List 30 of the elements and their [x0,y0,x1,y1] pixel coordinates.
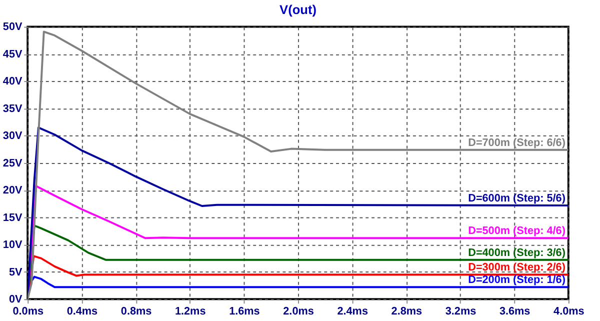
x-tick-label: 4.0ms [554,305,584,318]
y-tick-label: 10V [2,239,23,252]
y-tick-label: 50V [2,21,23,34]
series-label: D=700m (Step: 6/6) [468,136,566,149]
x-tick-label: 1.6ms [229,305,260,318]
x-tick-label: 2.8ms [391,305,422,318]
x-tick-label: 0.8ms [120,305,152,318]
series-label: D=500m (Step: 4/6) [468,225,566,238]
series-label: D=200m (Step: 1/6) [468,274,566,286]
y-tick-label: 15V [2,212,23,224]
y-tick-label: 20V [2,184,23,197]
x-tick-label: 2.4ms [337,305,368,318]
y-tick-label: 0V [8,294,23,306]
y-tick-label: 30V [2,130,23,142]
chart-title: V(out) [280,2,317,17]
x-tick-label: 3.2ms [445,305,476,318]
series-label: D=300m (Step: 2/6) [468,262,566,274]
y-tick-label: 35V [2,102,23,115]
line-series [28,30,568,300]
series-label: D=400m (Step: 3/6) [468,246,566,259]
y-tick-label: 5V [8,266,23,278]
x-tick-label: 2.0ms [283,305,314,318]
x-tick-label: 0.4ms [66,305,98,318]
y-tick-label: 25V [2,157,23,170]
x-tick-label: 0.0ms [12,305,44,318]
series-label: D=600m (Step: 5/6) [468,192,566,205]
y-tick-label: 45V [2,48,23,60]
x-tick-label: 1.2ms [174,305,206,318]
y-tick-label: 40V [2,76,23,88]
x-tick-label: 3.6ms [499,305,530,318]
